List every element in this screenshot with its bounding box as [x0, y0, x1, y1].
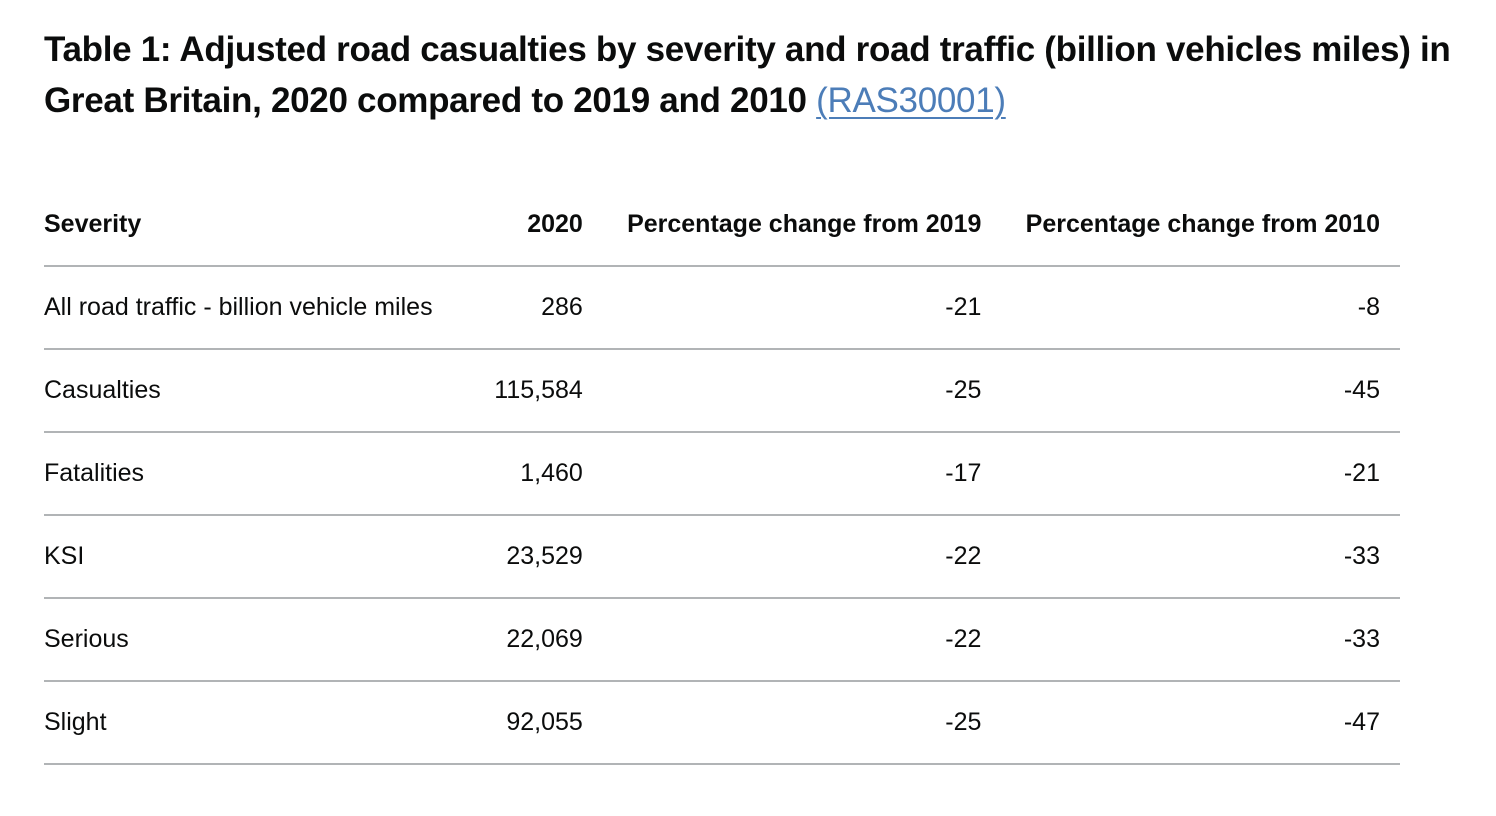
column-header-change-2010: Percentage change from 2010 [1001, 184, 1400, 267]
table-row: Serious 22,069 -22 -33 [44, 598, 1400, 682]
column-header-severity: Severity [44, 184, 485, 267]
change-2010-cell: -45 [1001, 349, 1400, 433]
ras30001-link[interactable]: (RAS30001) [816, 81, 1006, 120]
change-2019-cell: -22 [602, 598, 1002, 682]
table-row: KSI 23,529 -22 -33 [44, 515, 1400, 599]
severity-cell: KSI [44, 515, 485, 599]
change-2019-cell: -21 [602, 266, 1002, 350]
table-row: All road traffic - billion vehicle miles… [44, 266, 1400, 350]
severity-cell: All road traffic - billion vehicle miles [44, 266, 485, 350]
change-2010-cell: -8 [1001, 266, 1400, 350]
column-header-2020: 2020 [484, 184, 603, 267]
value-2020-cell: 1,460 [484, 432, 603, 516]
change-2010-cell: -33 [1001, 598, 1400, 682]
table-title-text: Table 1: Adjusted road casualties by sev… [44, 30, 1451, 120]
change-2010-cell: -47 [1001, 681, 1400, 765]
value-2020-cell: 115,584 [484, 349, 603, 433]
column-header-change-2019: Percentage change from 2019 [602, 184, 1002, 267]
table-row: Slight 92,055 -25 -47 [44, 681, 1400, 765]
table-header-row: Severity 2020 Percentage change from 201… [44, 184, 1400, 267]
table-row: Casualties 115,584 -25 -45 [44, 349, 1400, 433]
severity-cell: Fatalities [44, 432, 485, 516]
value-2020-cell: 92,055 [484, 681, 603, 765]
casualties-table: Severity 2020 Percentage change from 201… [44, 184, 1400, 765]
change-2019-cell: -22 [602, 515, 1002, 599]
change-2019-cell: -25 [602, 349, 1002, 433]
severity-cell: Slight [44, 681, 485, 765]
severity-cell: Serious [44, 598, 485, 682]
value-2020-cell: 286 [484, 266, 603, 350]
table-row: Fatalities 1,460 -17 -21 [44, 432, 1400, 516]
value-2020-cell: 23,529 [484, 515, 603, 599]
value-2020-cell: 22,069 [484, 598, 603, 682]
table-title: Table 1: Adjusted road casualties by sev… [44, 24, 1474, 126]
severity-cell: Casualties [44, 349, 485, 433]
change-2019-cell: -25 [602, 681, 1002, 765]
change-2019-cell: -17 [602, 432, 1002, 516]
change-2010-cell: -21 [1001, 432, 1400, 516]
change-2010-cell: -33 [1001, 515, 1400, 599]
